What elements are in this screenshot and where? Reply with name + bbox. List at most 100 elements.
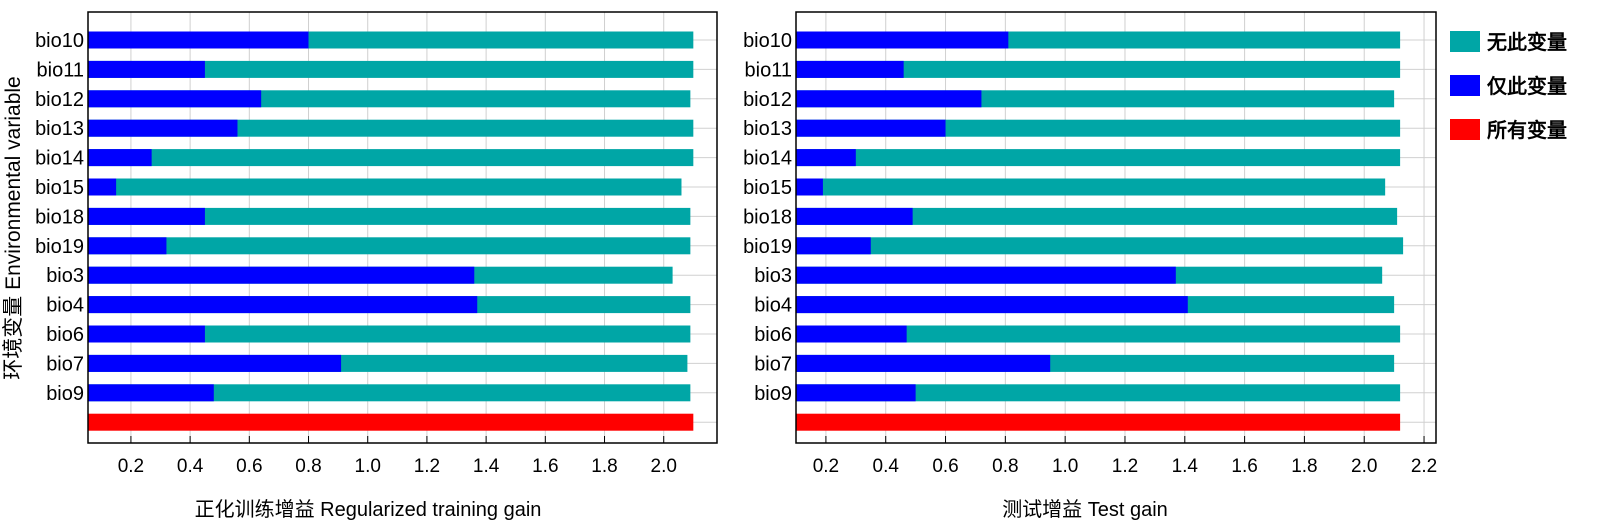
- x-tick-label: 0.2: [118, 456, 144, 477]
- bar-without-bio11: [88, 60, 694, 78]
- bar-only-bio7: [796, 354, 1051, 372]
- x-axis-label-right: 测试增益 Test gain: [1002, 498, 1168, 521]
- y-tick-label: bio3: [754, 265, 792, 287]
- y-tick-label: bio3: [46, 265, 84, 287]
- bar-only-bio19: [796, 237, 871, 255]
- x-tick-label: 1.8: [591, 456, 617, 477]
- x-tick-label: 1.2: [414, 456, 440, 477]
- y-tick-label: bio12: [35, 89, 84, 111]
- legend-swatch: [1450, 119, 1480, 140]
- x-tick-label: 1.0: [355, 456, 381, 477]
- panel-1: 0.2 0.4 0.6 0.8 1.0 1.2 1.4 1.6 1.8 2.0 bio10 bio11…: [35, 11, 718, 477]
- y-tick-label: bio14: [743, 148, 792, 170]
- bar-without-bio6: [796, 325, 1401, 343]
- bar-only-bio15: [796, 178, 823, 196]
- plot-frame: [87, 11, 718, 444]
- bar-only-bio18: [88, 207, 205, 225]
- bar-only-bio19: [88, 237, 167, 255]
- bar-without-bio18: [796, 207, 1398, 225]
- x-tick-label: 1.6: [1231, 456, 1257, 477]
- bar-only-bio9: [796, 384, 916, 402]
- y-tick-label: bio19: [743, 236, 792, 258]
- y-tick-label: bio9: [754, 383, 792, 405]
- y-axis-label: 环境变量 Environmental variable: [2, 76, 25, 379]
- bar-without-bio15: [88, 178, 682, 196]
- y-tick-label: bio18: [35, 206, 84, 228]
- y-tick-label: bio10: [35, 30, 84, 52]
- y-tick-label: bio15: [743, 177, 792, 199]
- bar-only-bio12: [88, 90, 262, 108]
- y-tick-label: bio18: [743, 206, 792, 228]
- x-tick-label: 1.0: [1052, 456, 1078, 477]
- bar-only-bio7: [88, 354, 342, 372]
- bar-only-bio15: [88, 178, 117, 196]
- y-tick-label: bio10: [743, 30, 792, 52]
- bar-only-bio11: [88, 60, 205, 78]
- bar-only-bio9: [88, 384, 214, 402]
- x-tick-label: 2.0: [1351, 456, 1377, 477]
- x-tick-label: 0.2: [813, 456, 839, 477]
- x-tick-label: 0.4: [873, 456, 900, 477]
- bar-without-bio18: [88, 207, 691, 225]
- bar-without-bio13: [796, 119, 1401, 137]
- legend-label: 仅此变量: [1487, 74, 1567, 98]
- x-tick-label: 0.6: [932, 456, 958, 477]
- bar-without-bio15: [796, 178, 1386, 196]
- y-tick-label: bio15: [35, 177, 84, 199]
- bar-only-bio14: [88, 149, 152, 167]
- bar-only-bio12: [796, 90, 982, 108]
- y-tick-label: bio6: [754, 324, 792, 346]
- y-tick-label: bio7: [754, 353, 792, 375]
- bar-without-bio6: [88, 325, 691, 343]
- legend-label: 无此变量: [1487, 30, 1567, 54]
- bar-only-bio10: [88, 31, 309, 49]
- bar-only-bio14: [796, 149, 856, 167]
- x-tick-label: 0.4: [177, 456, 204, 477]
- y-tick-label: bio13: [35, 118, 84, 140]
- bar-without-bio19: [796, 237, 1404, 255]
- x-tick-label: 2.0: [651, 456, 677, 477]
- bar-without-bio14: [88, 149, 694, 167]
- bar-without-bio13: [88, 119, 694, 137]
- bar-all-variables: [796, 413, 1401, 431]
- bar-only-bio3: [796, 266, 1176, 284]
- y-tick-label: bio12: [743, 89, 792, 111]
- y-tick-label: bio13: [743, 118, 792, 140]
- y-tick-label: bio14: [35, 148, 84, 170]
- bar-without-bio9: [88, 384, 691, 402]
- bar-only-bio6: [88, 325, 205, 343]
- x-tick-label: 0.6: [236, 456, 262, 477]
- x-tick-label: 0.8: [295, 456, 321, 477]
- legend-label: 所有变量: [1487, 118, 1567, 142]
- x-tick-label: 1.6: [532, 456, 558, 477]
- bar-without-bio9: [796, 384, 1401, 402]
- x-tick-label: 1.8: [1291, 456, 1317, 477]
- x-tick-label: 1.4: [1172, 456, 1199, 477]
- legend-swatch: [1450, 31, 1480, 52]
- y-tick-label: bio11: [37, 59, 84, 81]
- y-tick-label: bio7: [46, 353, 84, 375]
- bar-all-variables: [88, 413, 694, 431]
- bar-only-bio13: [88, 119, 238, 137]
- bar-only-bio4: [88, 296, 478, 314]
- y-tick-label: bio6: [46, 324, 84, 346]
- panel-2: 0.2 0.4 0.6 0.8 1.0 1.2 1.4 1.6 1.8 2.0 2.2 bio10 bi…: [743, 11, 1437, 477]
- bar-only-bio11: [796, 60, 904, 78]
- legend-swatch: [1450, 75, 1480, 96]
- y-tick-label: bio11: [745, 59, 792, 81]
- y-tick-label: bio4: [754, 295, 792, 317]
- x-tick-label: 0.8: [992, 456, 1018, 477]
- bar-only-bio6: [796, 325, 907, 343]
- bar-only-bio10: [796, 31, 1009, 49]
- x-tick-label: 2.2: [1411, 456, 1437, 477]
- bar-only-bio18: [796, 207, 913, 225]
- y-tick-label: bio4: [46, 295, 84, 317]
- bar-without-bio14: [796, 149, 1401, 167]
- x-tick-label: 1.4: [473, 456, 500, 477]
- bar-only-bio13: [796, 119, 946, 137]
- bar-only-bio3: [88, 266, 475, 284]
- x-tick-label: 1.2: [1112, 456, 1138, 477]
- bar-only-bio4: [796, 296, 1188, 314]
